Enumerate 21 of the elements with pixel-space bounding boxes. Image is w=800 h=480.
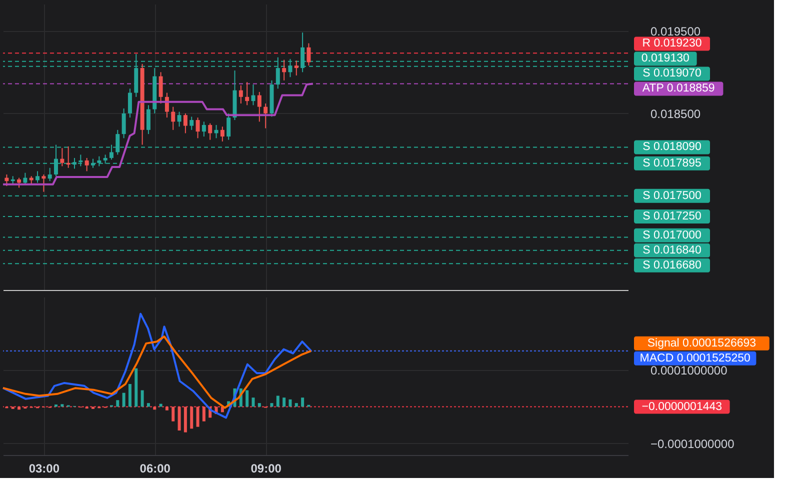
ref-line-label: MACD 0.0001525250 bbox=[640, 352, 750, 364]
x-tick-label: 03:00 bbox=[28, 462, 60, 476]
ref-line-label: S 0.017250 bbox=[642, 210, 702, 223]
ref-line-label: S 0.016680 bbox=[642, 259, 702, 272]
y-tick-label: 0.018500 bbox=[650, 106, 701, 121]
y-tick-label: −0.0001000000 bbox=[650, 436, 735, 451]
ref-line-label: Signal 0.0001526693 bbox=[647, 337, 756, 350]
ref-line-label: S 0.016840 bbox=[642, 244, 702, 256]
ref-line-label: S 0.019070 bbox=[642, 68, 702, 80]
ref-line-label: −0.0000001443 bbox=[642, 400, 722, 413]
y-tick-label: 0.0001000000 bbox=[650, 364, 728, 378]
y-tick-label: 0.019500 bbox=[650, 24, 701, 38]
ref-line-label: 0.019130 bbox=[641, 52, 690, 65]
ref-line-label: S 0.017000 bbox=[642, 229, 702, 242]
ref-line-label: S 0.018090 bbox=[642, 141, 702, 154]
x-tick-label: 06:00 bbox=[140, 462, 171, 476]
ref-line-label: S 0.017895 bbox=[642, 157, 702, 170]
ref-line-label: R 0.019230 bbox=[642, 38, 702, 50]
ref-line-label: S 0.017500 bbox=[642, 190, 702, 202]
x-tick-label: 09:00 bbox=[250, 462, 282, 476]
ref-line-label: ATP 0.018859 bbox=[642, 82, 715, 95]
